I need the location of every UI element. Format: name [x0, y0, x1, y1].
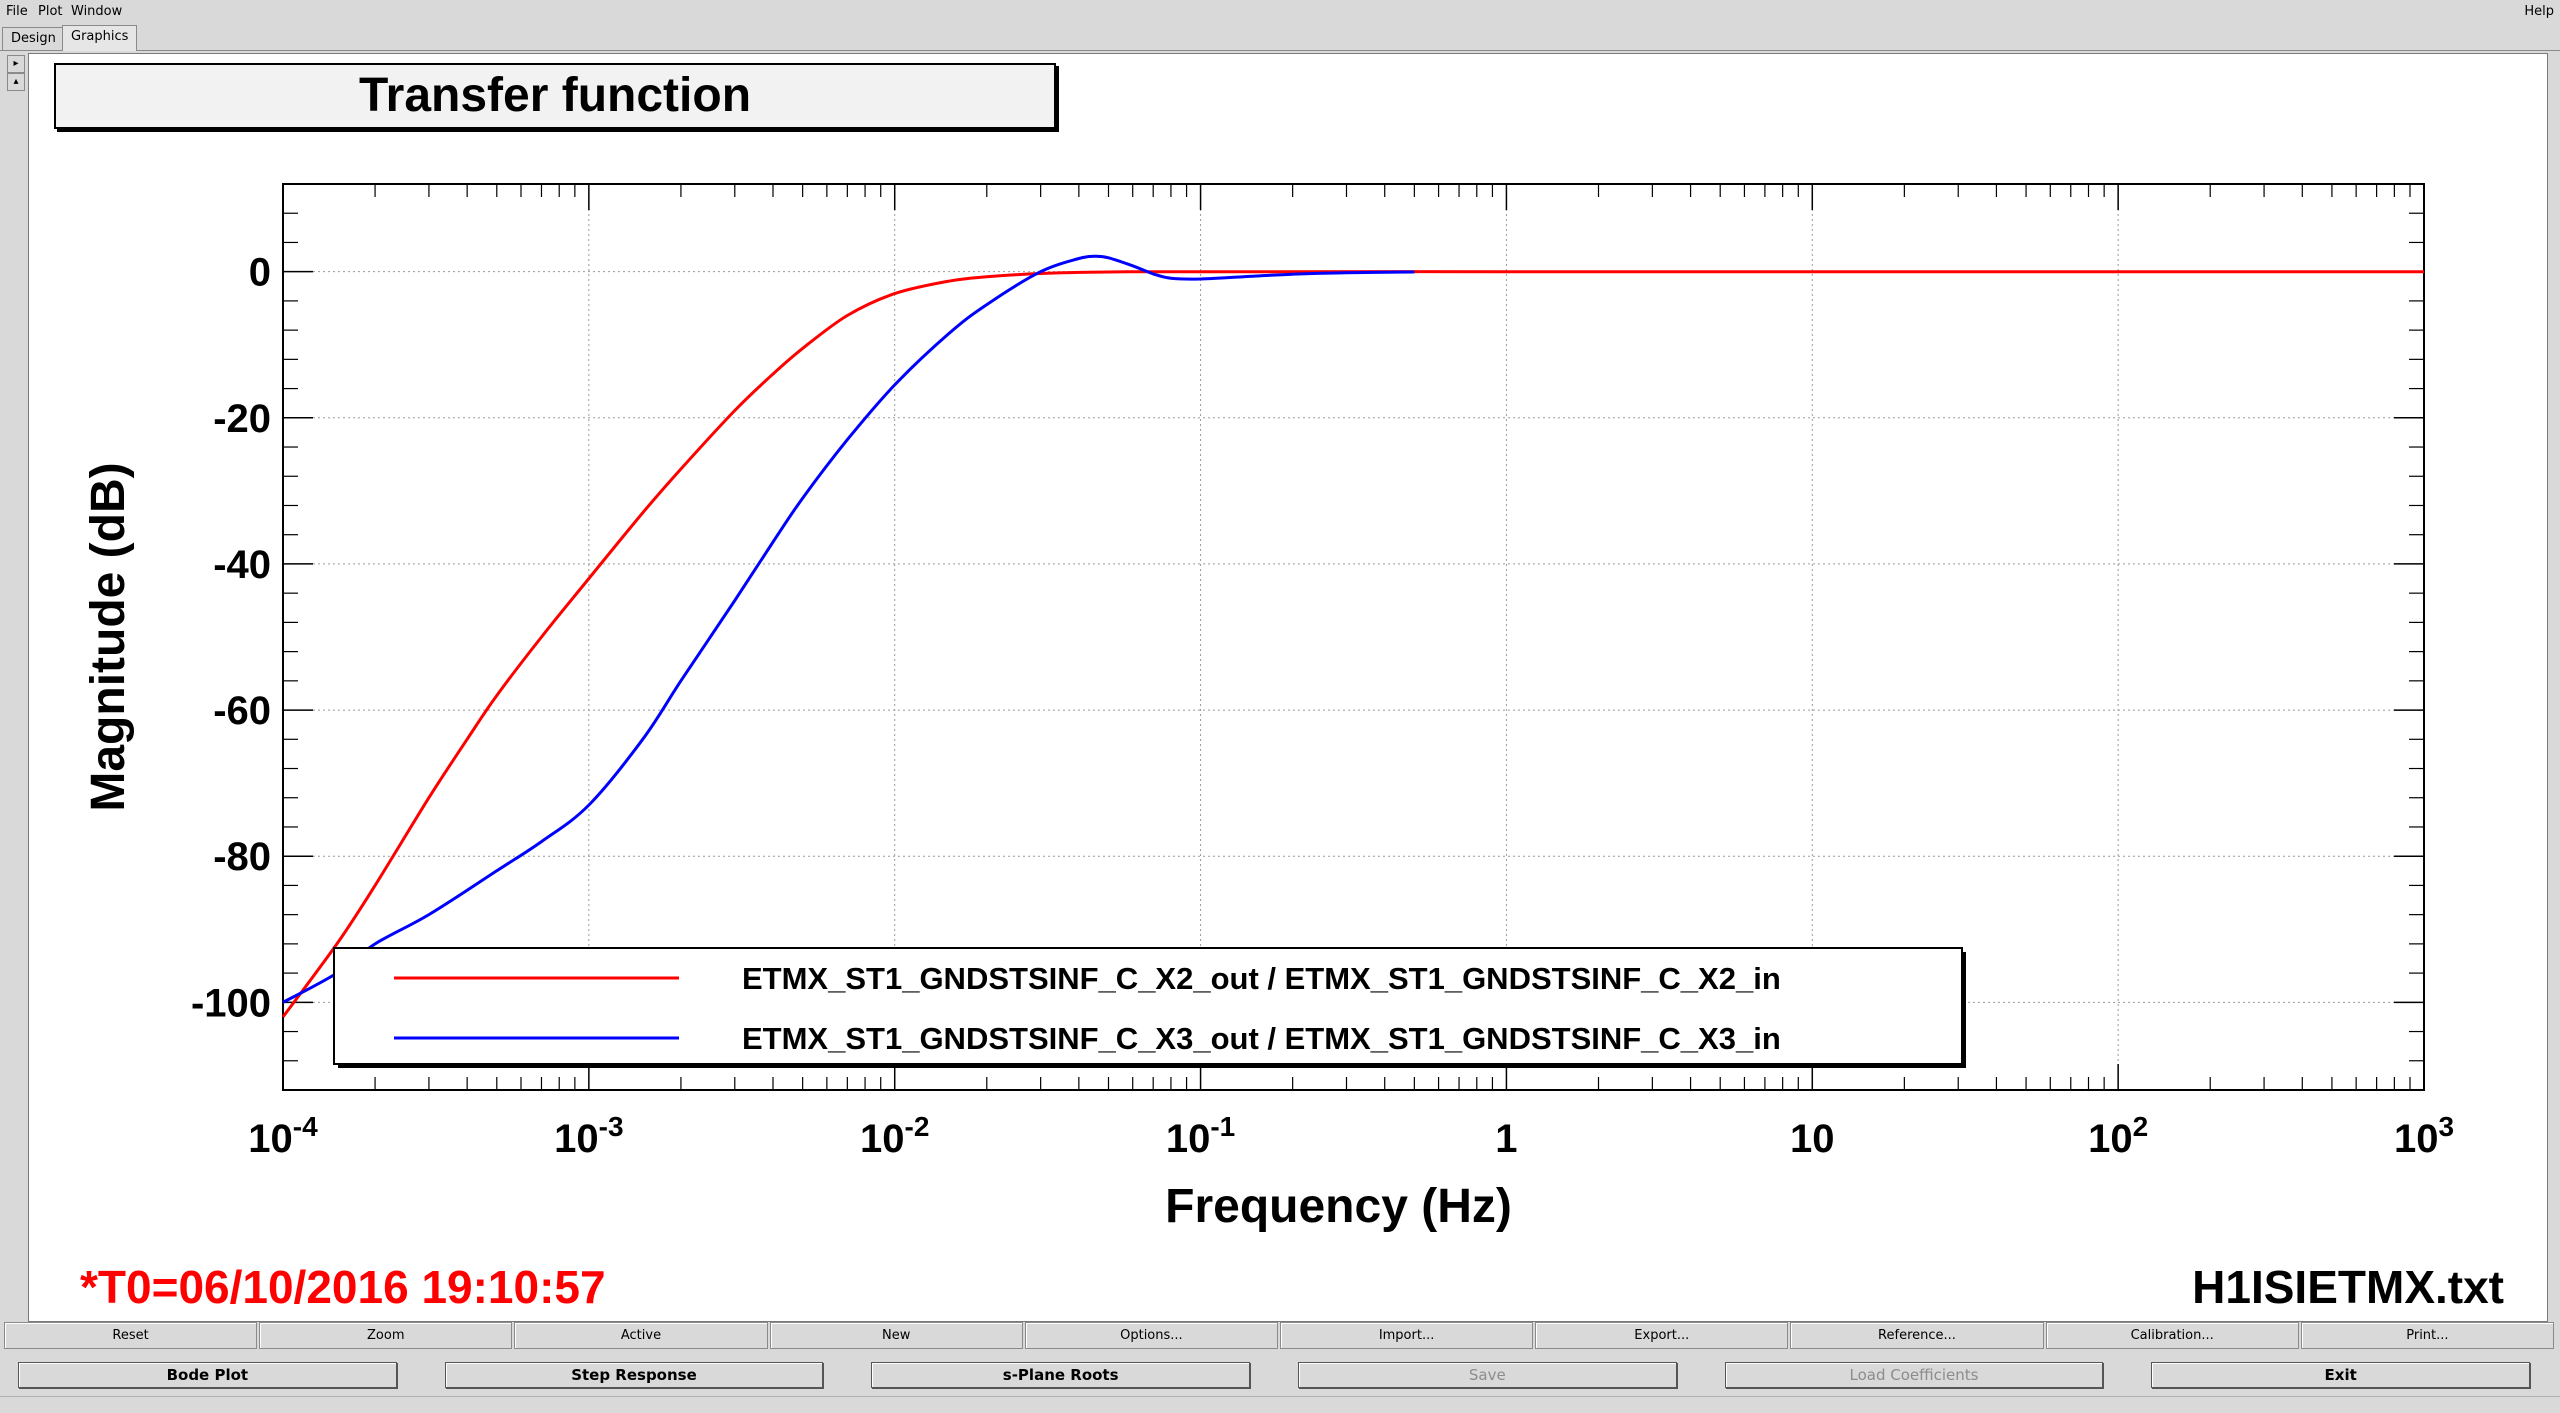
- menu-window[interactable]: Window: [71, 4, 123, 19]
- tab-graphics[interactable]: Graphics: [62, 25, 138, 51]
- x-tick-label: 103: [2394, 1111, 2454, 1161]
- y-tick-label: 0: [249, 251, 271, 295]
- x-tick-label: 10-3: [554, 1111, 623, 1161]
- legend-box: [333, 947, 1963, 1065]
- load-coefficients-button[interactable]: Load Coefficients: [1724, 1362, 2104, 1388]
- x-tick-label: 1: [1495, 1117, 1517, 1161]
- plot-title-box: Transfer function: [54, 63, 1056, 129]
- new-button[interactable]: New: [769, 1322, 1023, 1349]
- bode-plot-button[interactable]: Bode Plot: [18, 1362, 397, 1388]
- print-button[interactable]: Print...: [2300, 1322, 2554, 1349]
- x-tick-label: 10-1: [1166, 1111, 1235, 1161]
- file-name: H1ISIETMX.txt: [2192, 1261, 2504, 1313]
- legend: ETMX_ST1_GNDSTSINF_C_X2_out / ETMX_ST1_G…: [333, 947, 1966, 1068]
- scroll-right-icon[interactable]: ▸: [7, 55, 25, 73]
- series-line-1: [281, 270, 2424, 1018]
- reference-button[interactable]: Reference...: [1790, 1322, 2044, 1349]
- zoom-button[interactable]: Zoom: [259, 1322, 513, 1349]
- x-tick-label: 10: [1790, 1117, 1835, 1161]
- y-tick-label: -20: [213, 397, 271, 441]
- x-tick-label: 10-2: [860, 1111, 929, 1161]
- y-tick-label: -40: [213, 543, 271, 587]
- export-button[interactable]: Export...: [1535, 1322, 1789, 1349]
- s-plane-roots-button[interactable]: s-Plane Roots: [871, 1362, 1250, 1388]
- main-actions-row: Bode Plot Step Response s-Plane Roots Save L…: [0, 1362, 2560, 1392]
- save-button[interactable]: Save: [1298, 1362, 1677, 1388]
- status-bar: [0, 1396, 2560, 1413]
- tab-design[interactable]: Design: [2, 27, 65, 50]
- step-response-button[interactable]: Step Response: [444, 1362, 824, 1388]
- options-button[interactable]: Options...: [1024, 1322, 1278, 1349]
- plot-canvas: [28, 53, 2548, 1322]
- plot-frame: [282, 183, 2425, 1091]
- menu-bar: File Plot Window Help: [0, 0, 2560, 24]
- y-tick-label: -80: [213, 835, 271, 879]
- import-button[interactable]: Import...: [1280, 1322, 1534, 1349]
- x-tick-label: 102: [2088, 1111, 2148, 1161]
- exit-button[interactable]: Exit: [2151, 1362, 2530, 1388]
- tab-bar: Design Graphics: [0, 24, 2560, 51]
- menu-help[interactable]: Help: [2524, 4, 2554, 19]
- t0-timestamp: *T0=06/10/2016 19:10:57: [80, 1261, 606, 1313]
- y-axis-label: Magnitude (dB): [82, 462, 135, 811]
- scroll-up-icon[interactable]: ▴: [7, 73, 25, 91]
- series-line-2: [282, 254, 1415, 1004]
- legend-entry-label: ETMX_ST1_GNDSTSINF_C_X3_out / ETMX_ST1_G…: [742, 1021, 1781, 1056]
- y-tick-label: -100: [191, 981, 271, 1025]
- active-button[interactable]: Active: [514, 1322, 768, 1349]
- reset-button[interactable]: Reset: [4, 1322, 258, 1349]
- menu-file[interactable]: File: [6, 4, 28, 19]
- legend-entry-label: ETMX_ST1_GNDSTSINF_C_X2_out / ETMX_ST1_G…: [742, 961, 1781, 996]
- menu-plot[interactable]: Plot: [38, 4, 63, 19]
- x-tick-label: 10-4: [248, 1111, 318, 1161]
- x-axis-label: Frequency (Hz): [1165, 1180, 1512, 1233]
- calibration-button[interactable]: Calibration...: [2045, 1322, 2299, 1349]
- y-tick-label: -60: [213, 689, 271, 733]
- chart-title: Transfer function: [358, 69, 752, 122]
- plot-controls-row: Reset Zoom Active New Options... Import... Exp…: [4, 1322, 2556, 1349]
